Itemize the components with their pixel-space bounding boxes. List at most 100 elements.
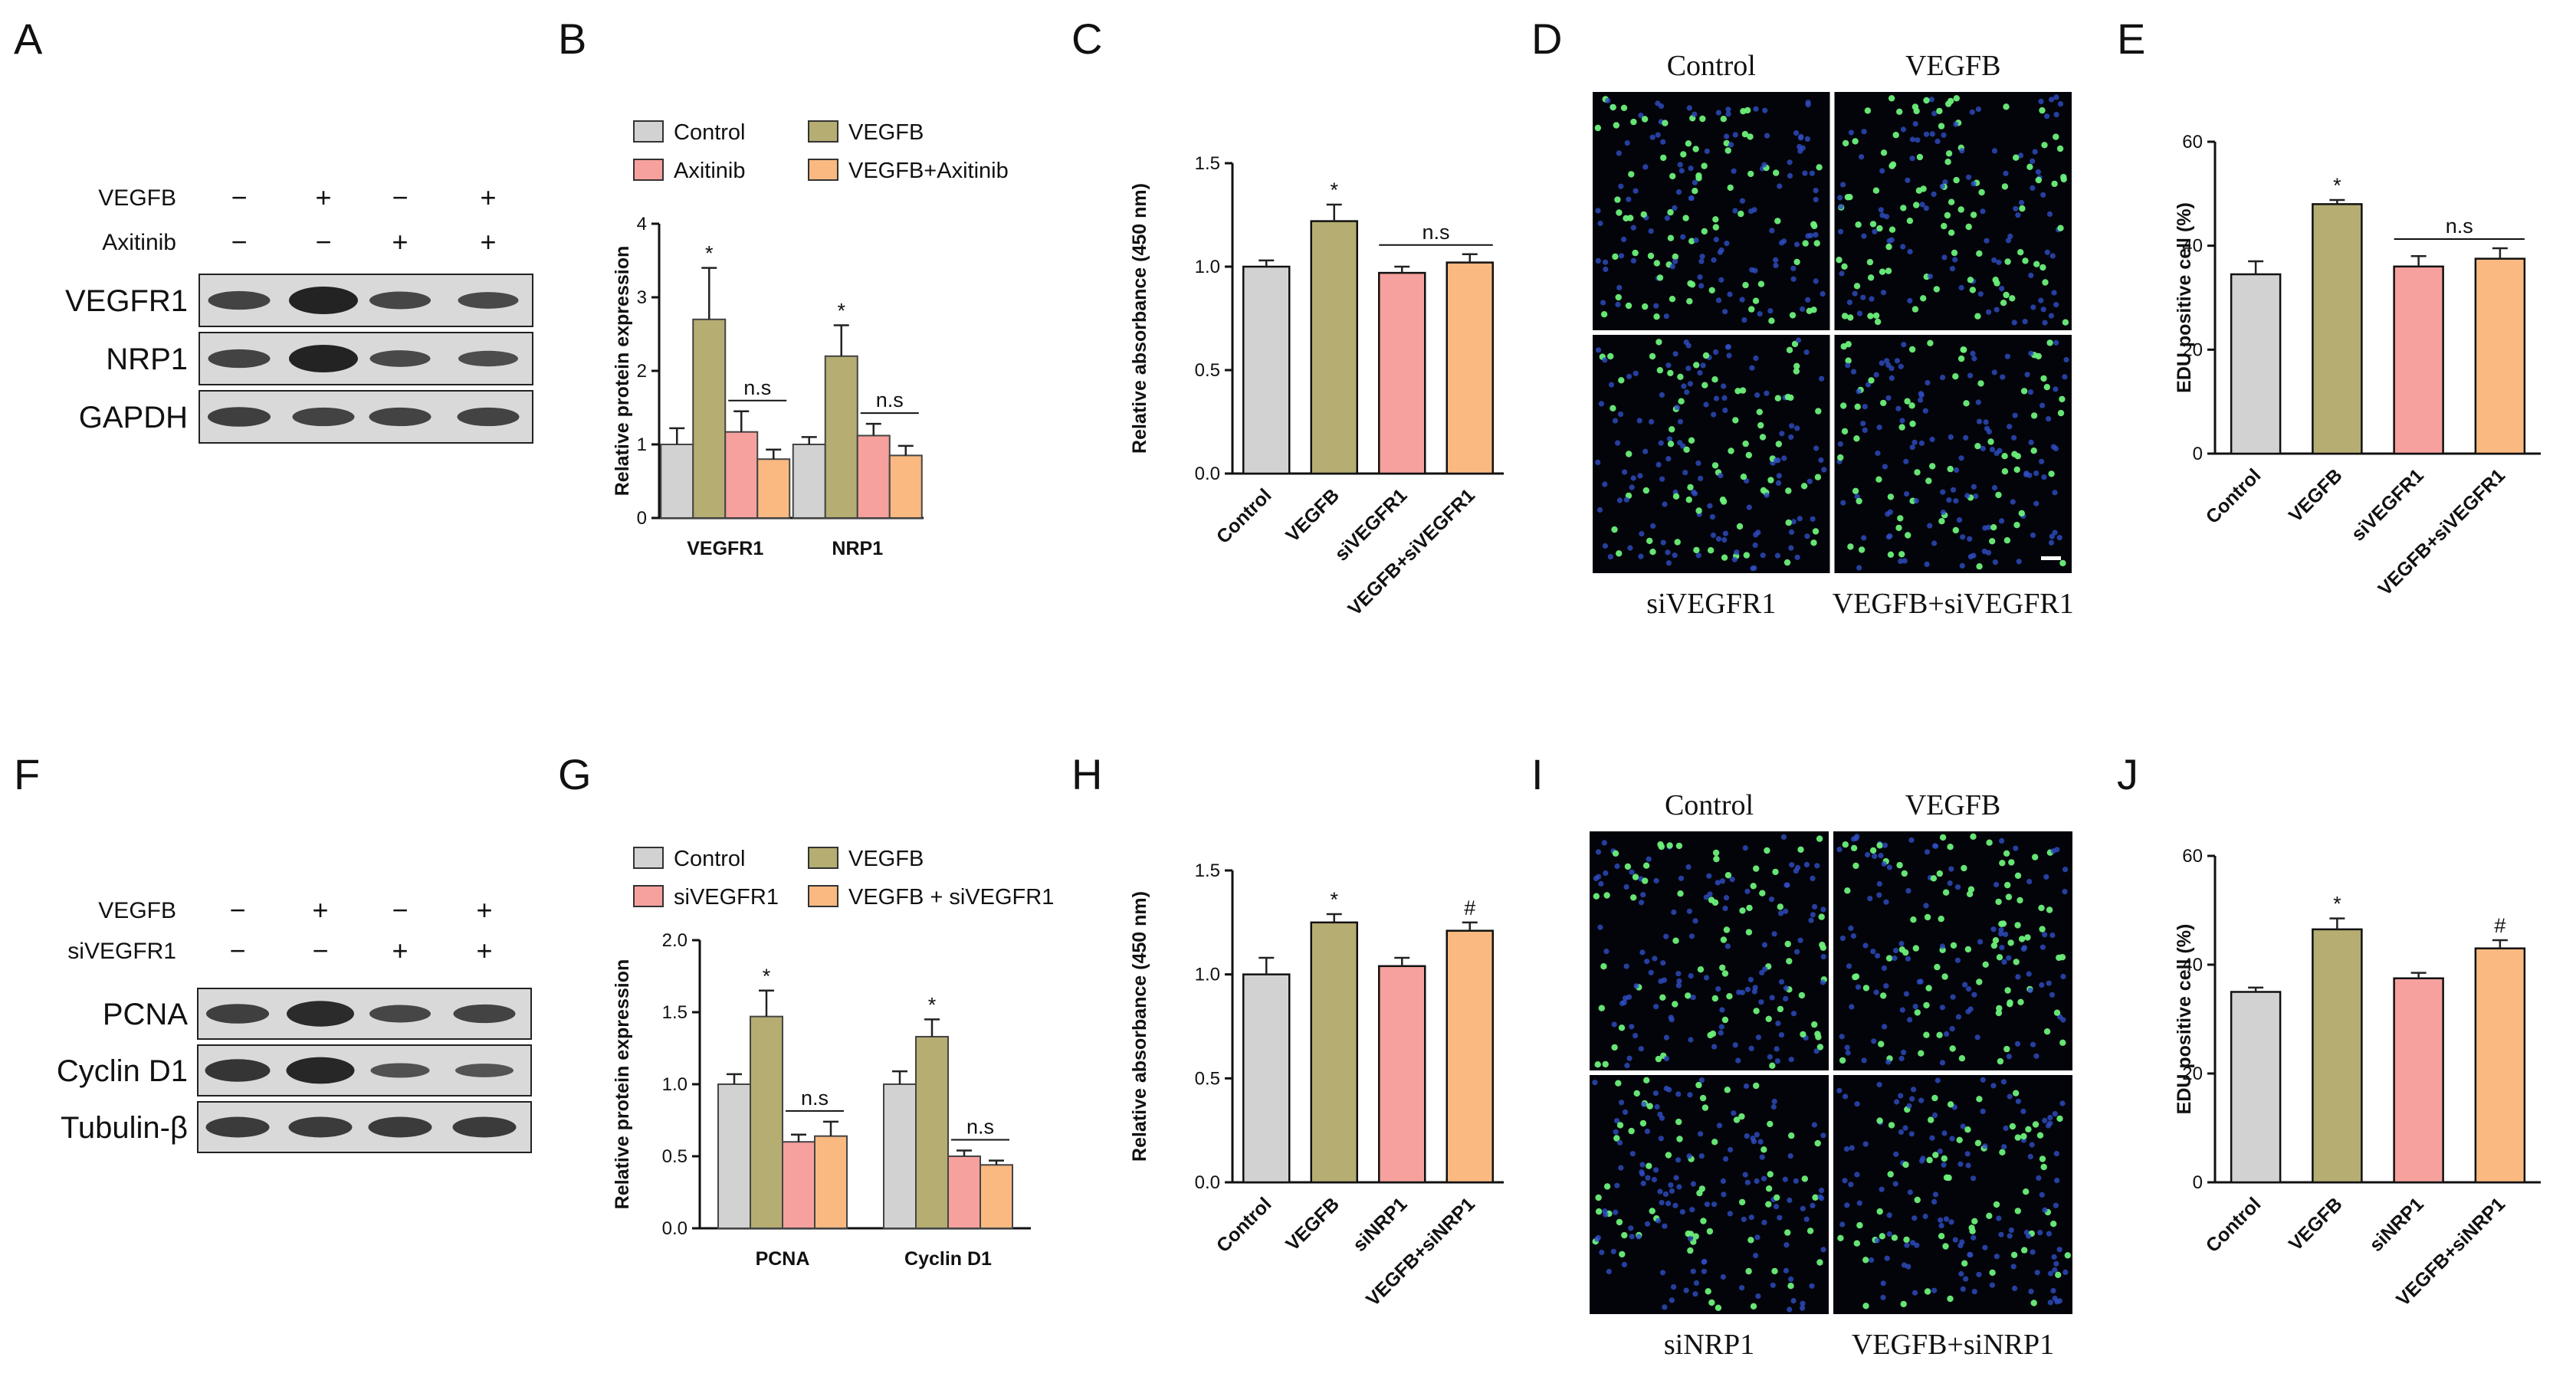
bar [782, 1141, 815, 1229]
edu-positive-nucleus [1887, 551, 1895, 558]
nucleus [1931, 191, 1937, 197]
nucleus [1940, 489, 1946, 495]
nucleus [1742, 845, 1748, 851]
nucleus [1920, 1155, 1926, 1162]
nucleus [1595, 849, 1602, 855]
nucleus [1644, 1221, 1651, 1227]
nucleus [1769, 228, 1775, 234]
edu-positive-nucleus [1724, 1087, 1731, 1093]
nucleus [1912, 1004, 1918, 1010]
nucleus [1958, 284, 1964, 291]
nucleus [1887, 533, 1893, 539]
nucleus [1639, 949, 1646, 956]
edu-positive-nucleus [1813, 240, 1820, 247]
nucleus [1967, 553, 1974, 560]
edu-positive-nucleus [2042, 279, 2049, 286]
edu-positive-nucleus [1798, 992, 1806, 999]
edu-positive-nucleus [1970, 211, 1977, 218]
nucleus [1679, 168, 1685, 174]
nucleus [1975, 106, 1981, 113]
nucleus [1777, 1214, 1783, 1221]
nucleus [1902, 1125, 1908, 1131]
nucleus [1797, 516, 1803, 522]
edu-positive-nucleus [1924, 1288, 1931, 1295]
nucleus [1994, 1254, 2000, 1260]
nucleus [2011, 320, 2017, 326]
nucleus [1775, 480, 1782, 487]
nucleus [1876, 892, 1882, 898]
nucleus [2045, 1123, 2052, 1129]
edu-positive-nucleus [1933, 286, 1940, 293]
nucleus [1743, 1083, 1750, 1090]
edu-positive-nucleus [1902, 1161, 1909, 1169]
nucleus [1753, 355, 1759, 362]
nucleus [1726, 352, 1732, 359]
legend-label: Control [674, 120, 746, 145]
edu-positive-nucleus [1618, 1024, 1626, 1031]
nucleus [1595, 459, 1601, 466]
nucleus [1781, 455, 1787, 461]
nucleus [1909, 1096, 1915, 1102]
edu-positive-nucleus [1680, 151, 1687, 158]
condition-sign: − [392, 894, 408, 926]
nucleus [1911, 1215, 1918, 1221]
nucleus [1862, 404, 1868, 410]
nucleus [1790, 265, 1797, 271]
nucleus [1757, 1139, 1764, 1145]
edu-positive-nucleus [1727, 184, 1734, 192]
nucleus [1611, 1021, 1617, 1028]
edu-positive-nucleus [1788, 1132, 1795, 1139]
edu-positive-nucleus [1667, 369, 1674, 377]
edu-positive-nucleus [1895, 524, 1902, 532]
edu-positive-nucleus [2003, 291, 2010, 299]
nucleus [1931, 110, 1938, 116]
nucleus [2053, 445, 2059, 452]
category-label: VEGFB [1281, 484, 1344, 546]
edu-positive-nucleus [1974, 1139, 1982, 1147]
nucleus [1642, 448, 1649, 454]
nucleus [1886, 1212, 1892, 1218]
nucleus [1899, 1007, 1905, 1013]
edu-positive-nucleus [1708, 897, 1715, 903]
nucleus [1674, 405, 1680, 411]
blot-band [458, 292, 519, 309]
nucleus [1795, 337, 1802, 343]
bar [750, 1015, 783, 1229]
legend-label: VEGFB+Axitinib [848, 159, 1009, 183]
edu-positive-nucleus [1971, 1218, 1978, 1225]
edu-positive-nucleus [2001, 468, 2009, 475]
edu-positive-nucleus [1753, 865, 1760, 872]
panel-label-c: C [1071, 15, 1102, 63]
edu-positive-nucleus [2009, 295, 2016, 302]
nucleus [1778, 978, 1785, 985]
nucleus [2006, 1054, 2012, 1060]
nucleus [1797, 148, 1803, 154]
nucleus [1971, 356, 1977, 362]
edu-positive-nucleus [1685, 497, 1692, 503]
edu-positive-nucleus [1862, 985, 1870, 992]
nucleus [1886, 864, 1892, 870]
edu-positive-nucleus [1995, 1009, 2003, 1017]
nucleus [2000, 374, 2006, 380]
edu-positive-nucleus [1708, 287, 1715, 293]
edu-positive-nucleus [1847, 543, 1854, 550]
edu-positive-nucleus [1649, 549, 1656, 556]
nucleus [1967, 1006, 1974, 1012]
nucleus [1919, 202, 1925, 208]
nucleus [1630, 257, 1636, 264]
nucleus [1913, 498, 1919, 504]
nucleus [1629, 1151, 1636, 1157]
nucleus [1754, 1132, 1760, 1138]
edu-positive-nucleus [1892, 132, 1899, 139]
nucleus [1804, 136, 1810, 142]
edu-positive-nucleus [1872, 187, 1880, 194]
nucleus [1904, 1242, 1910, 1248]
nucleus [1843, 1146, 1850, 1152]
blot-band [286, 1057, 355, 1084]
edu-positive-nucleus [1669, 172, 1676, 180]
nucleus [1990, 926, 1997, 933]
nucleus [1894, 358, 1900, 364]
